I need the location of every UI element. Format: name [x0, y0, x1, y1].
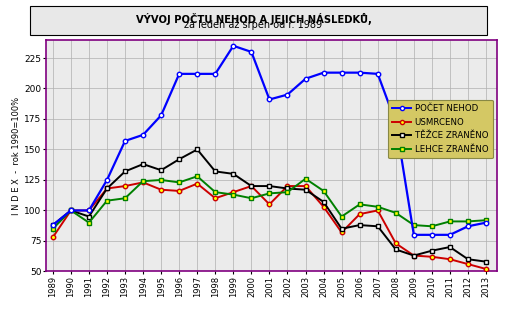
Text: za leden až srpen od r. 1989: za leden až srpen od r. 1989	[185, 20, 322, 30]
Legend: POČET NEHOD, USMRCENO, TĚŽCE ZRANĚNO, LEHCE ZRANĚNO: POČET NEHOD, USMRCENO, TĚŽCE ZRANĚNO, LE…	[388, 100, 493, 159]
Text: VÝVOJ POČTU NEHOD A JEJICH NÁSLEDKŮ,: VÝVOJ POČTU NEHOD A JEJICH NÁSLEDKŮ,	[135, 13, 372, 25]
Y-axis label: I N D E X  -  rok 1990=100%: I N D E X - rok 1990=100%	[13, 97, 21, 214]
